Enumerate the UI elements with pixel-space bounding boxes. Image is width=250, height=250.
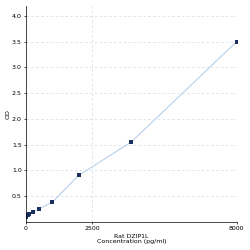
Point [30, 210, 34, 214]
Point [37, 207, 41, 211]
Point [26, 213, 30, 217]
Point [235, 40, 239, 44]
Point [24, 214, 28, 218]
Point [27, 212, 31, 216]
Point [129, 140, 133, 144]
Point [50, 200, 54, 204]
Y-axis label: OD: OD [6, 109, 10, 118]
Point [77, 174, 81, 178]
X-axis label: Rat DZIP1L
Concentration (pg/ml): Rat DZIP1L Concentration (pg/ml) [96, 234, 166, 244]
